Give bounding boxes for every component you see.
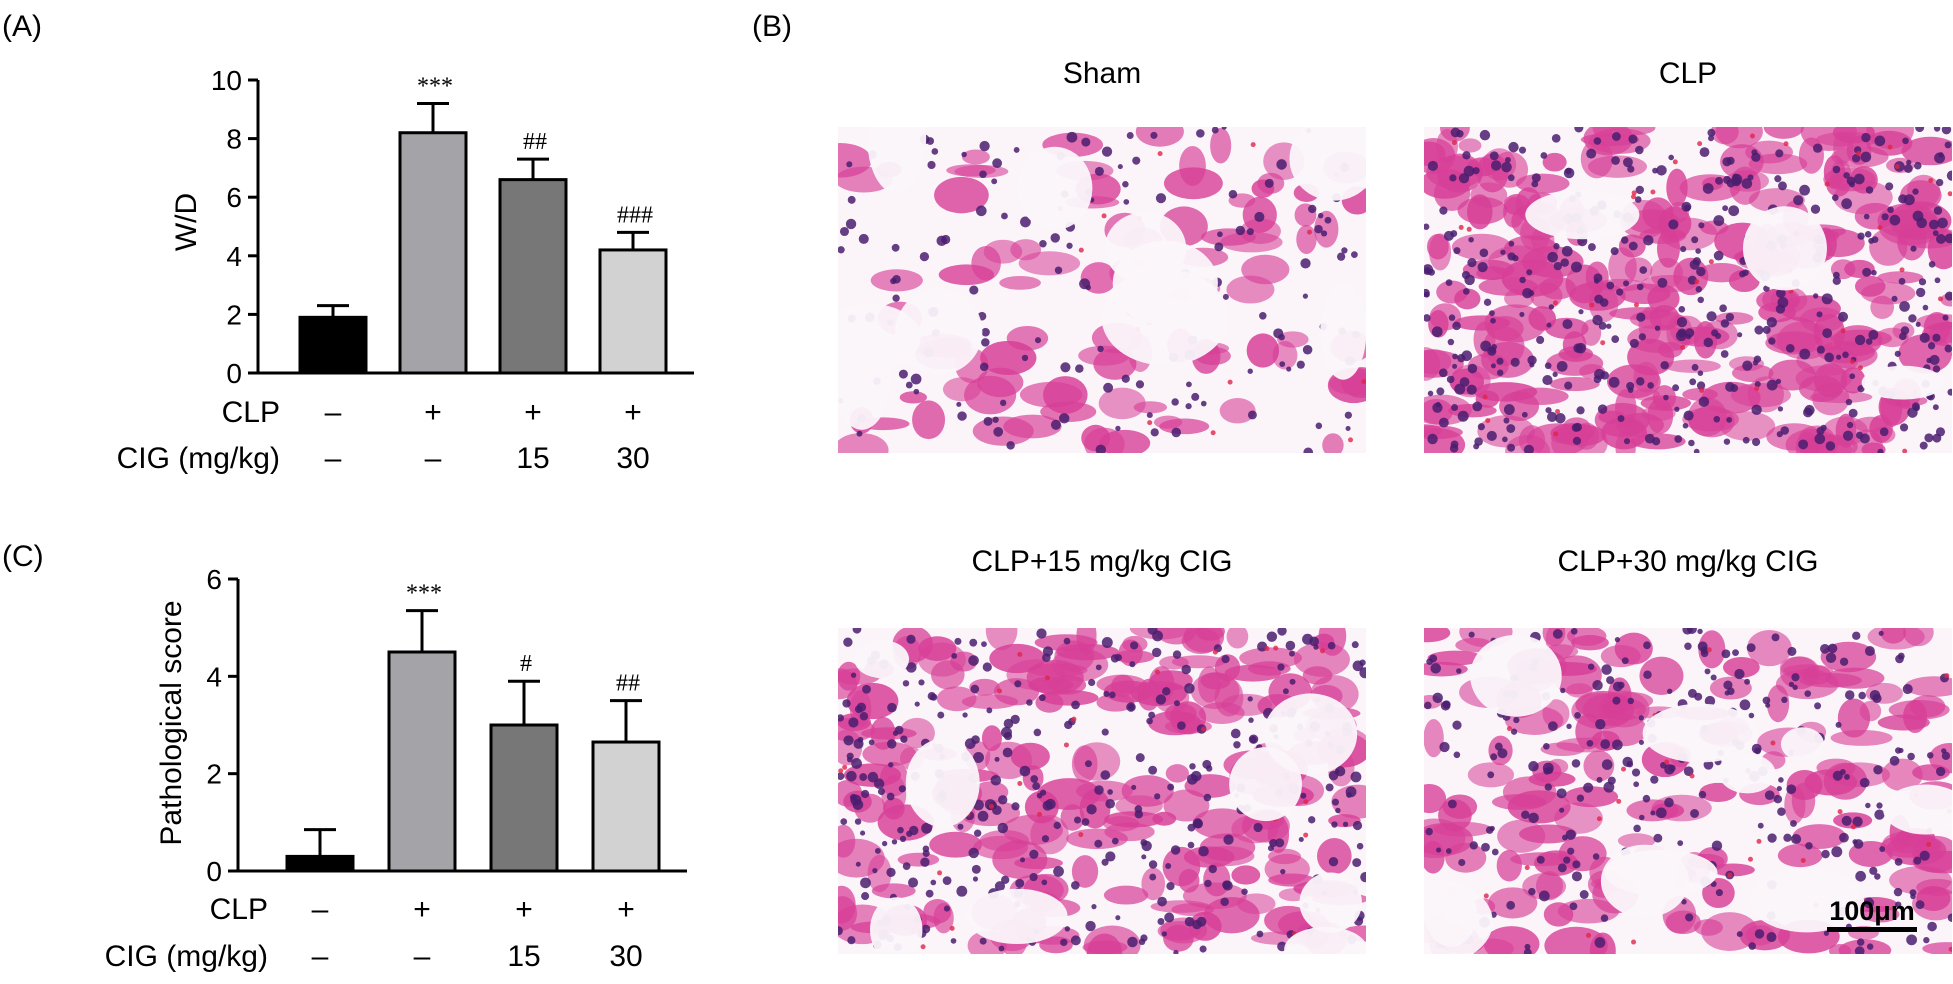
row-value: +: [424, 396, 442, 429]
y-axis-title: Pathological score: [155, 600, 188, 845]
panel-label-b: (B): [752, 10, 792, 43]
row-value: +: [515, 893, 533, 926]
significance-marker: ###: [617, 202, 653, 228]
panel-label-a: (A): [2, 10, 42, 43]
row-value: +: [617, 893, 635, 926]
y-tick-label: 4: [206, 661, 222, 692]
row-label: CIG (mg/kg): [117, 442, 280, 475]
significance-marker: ***: [417, 73, 453, 99]
row-value: –: [325, 396, 342, 429]
y-axis-title: W/D: [170, 193, 203, 251]
micrograph-title-clp: CLP: [1659, 57, 1717, 90]
row-value: 15: [507, 940, 540, 973]
significance-marker: ***: [406, 581, 442, 607]
y-tick-label: 10: [211, 65, 242, 96]
significance-marker: ##: [616, 671, 640, 697]
micrograph-title-sham: Sham: [1063, 57, 1141, 90]
scale-bar-label: 100μm: [1829, 896, 1915, 926]
row-value: –: [425, 442, 442, 475]
bar: [598, 248, 668, 375]
micrograph-clp-30: [1424, 628, 1952, 954]
micrograph-clp-15: [838, 628, 1366, 954]
row-value: 30: [609, 940, 642, 973]
scale-bar: [1827, 927, 1917, 932]
bar: [489, 723, 559, 873]
y-tick-label: 8: [226, 124, 242, 155]
panel-label-c: (C): [2, 540, 44, 573]
bar: [387, 650, 457, 873]
y-tick-label: 0: [206, 856, 222, 887]
row-label: CIG (mg/kg): [105, 940, 268, 973]
significance-marker: ##: [523, 129, 547, 155]
y-tick-label: 2: [226, 299, 242, 330]
y-tick-label: 6: [206, 564, 222, 595]
row-value: 15: [516, 442, 549, 475]
micrograph-sham: [838, 127, 1366, 453]
y-tick-label: 4: [226, 241, 242, 272]
row-value: –: [414, 940, 431, 973]
row-value: +: [624, 396, 642, 429]
y-tick-label: 2: [206, 759, 222, 790]
bar: [398, 131, 468, 375]
y-tick-label: 6: [226, 182, 242, 213]
treatment-rows: CLP – + + + CIG (mg/kg) – – 15 30: [117, 396, 650, 475]
row-value: –: [325, 442, 342, 475]
row-value: 30: [616, 442, 649, 475]
row-value: –: [312, 940, 329, 973]
bar: [298, 315, 368, 375]
row-value: +: [524, 396, 542, 429]
micrograph-clp: [1424, 127, 1952, 453]
y-tick-label: 0: [226, 358, 242, 389]
micrograph-title-clp-30: CLP+30 mg/kg CIG: [1558, 545, 1819, 578]
row-value: +: [413, 893, 431, 926]
micrograph-title-clp-15: CLP+15 mg/kg CIG: [972, 545, 1233, 578]
bar-series: ***###: [285, 581, 661, 873]
row-label: CLP: [210, 893, 268, 926]
significance-marker: #: [520, 651, 532, 677]
row-value: –: [312, 893, 329, 926]
treatment-rows: CLP – + + + CIG (mg/kg) – – 15 30: [105, 893, 643, 973]
bar: [285, 854, 355, 873]
bar: [498, 178, 568, 375]
row-label: CLP: [222, 396, 280, 429]
bar: [591, 740, 661, 873]
bar-series: ***#####: [298, 73, 668, 375]
